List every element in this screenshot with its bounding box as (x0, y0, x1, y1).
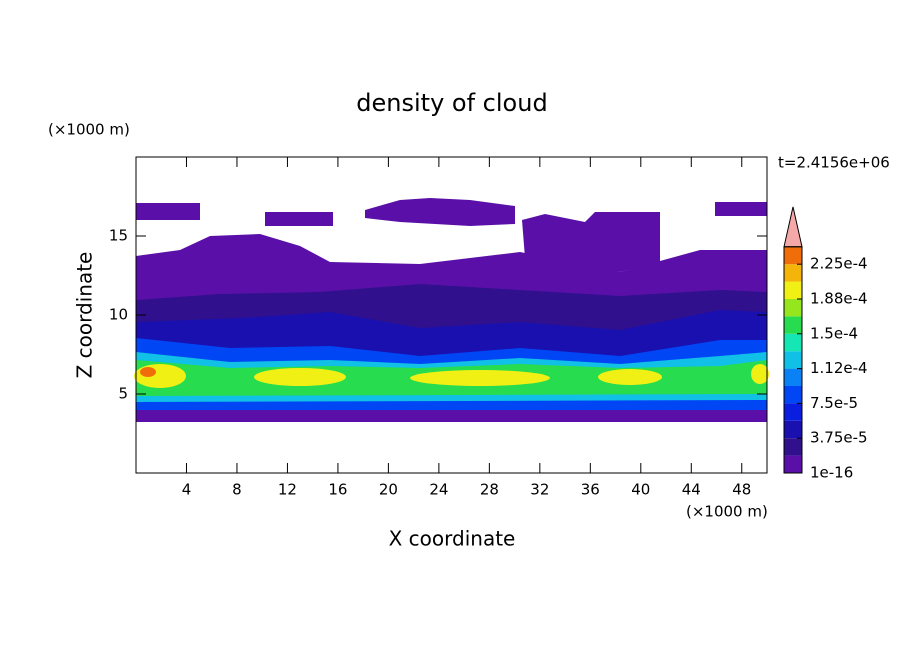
colorbar-tick-label: 1.12e-4 (810, 359, 868, 377)
colorbar-tick-label: 7.5e-5 (810, 394, 858, 412)
y-tick-label: 10 (109, 306, 128, 324)
x-tick-label: 12 (278, 481, 297, 499)
colorbar-tick-label: 3.75e-5 (810, 429, 868, 447)
colorbar-extension (783, 206, 803, 248)
contour-region (410, 370, 550, 386)
x-tick-label: 44 (682, 481, 701, 499)
contour-region (140, 367, 156, 377)
colorbar-frame (783, 246, 803, 474)
colorbar-band (784, 420, 802, 439)
contour-region (265, 212, 333, 226)
contour-region (136, 203, 200, 220)
y-unit: (×1000 m) (48, 121, 130, 139)
x-tick-label: 16 (328, 481, 347, 499)
colorbar-band (784, 455, 802, 473)
contour-region (751, 364, 769, 384)
colorbar-band (784, 246, 802, 265)
x-tick-label: 36 (581, 481, 600, 499)
colorbar-band (784, 316, 802, 334)
x-axis-label: X coordinate (389, 527, 516, 551)
colorbar-tick-label: 1.88e-4 (810, 290, 868, 308)
x-tick-label: 24 (429, 481, 448, 499)
contour-region (715, 202, 767, 216)
contour-region (254, 368, 346, 386)
colorbar-tick-label: 2.25e-4 (810, 255, 868, 273)
y-tick-label: 5 (118, 385, 128, 403)
contour-field (134, 198, 769, 422)
x-tick-label: 4 (182, 481, 192, 499)
x-tick-label: 48 (732, 481, 751, 499)
colorbar-band (784, 386, 802, 404)
colorbar-band (784, 281, 802, 299)
y-axis-label: Z coordinate (73, 252, 97, 379)
x-tick-label: 20 (379, 481, 398, 499)
y-tick-label: 15 (109, 227, 128, 245)
x-tick-label: 32 (530, 481, 549, 499)
contour-region (598, 369, 662, 385)
colorbar-band (784, 333, 802, 352)
colorbar-band (784, 368, 802, 386)
chart-title: density of cloud (356, 89, 547, 117)
colorbar-tick-label: 1e-16 (810, 464, 853, 482)
x-tick-label: 8 (232, 481, 242, 499)
x-tick-label: 40 (631, 481, 650, 499)
contour-region (522, 212, 660, 275)
x-tick-label: 28 (480, 481, 499, 499)
colorbar-band (784, 403, 802, 421)
contour-region (134, 364, 186, 388)
colorbar-band (784, 264, 802, 282)
colorbar-band (784, 351, 802, 369)
colorbar-tick-label: 1.5e-4 (810, 324, 858, 342)
x-unit: (×1000 m) (686, 503, 768, 521)
time-label: t=2.4156e+06 (778, 154, 890, 172)
contour-region (365, 198, 515, 226)
colorbar-band (784, 438, 802, 456)
colorbar-band (784, 299, 802, 317)
